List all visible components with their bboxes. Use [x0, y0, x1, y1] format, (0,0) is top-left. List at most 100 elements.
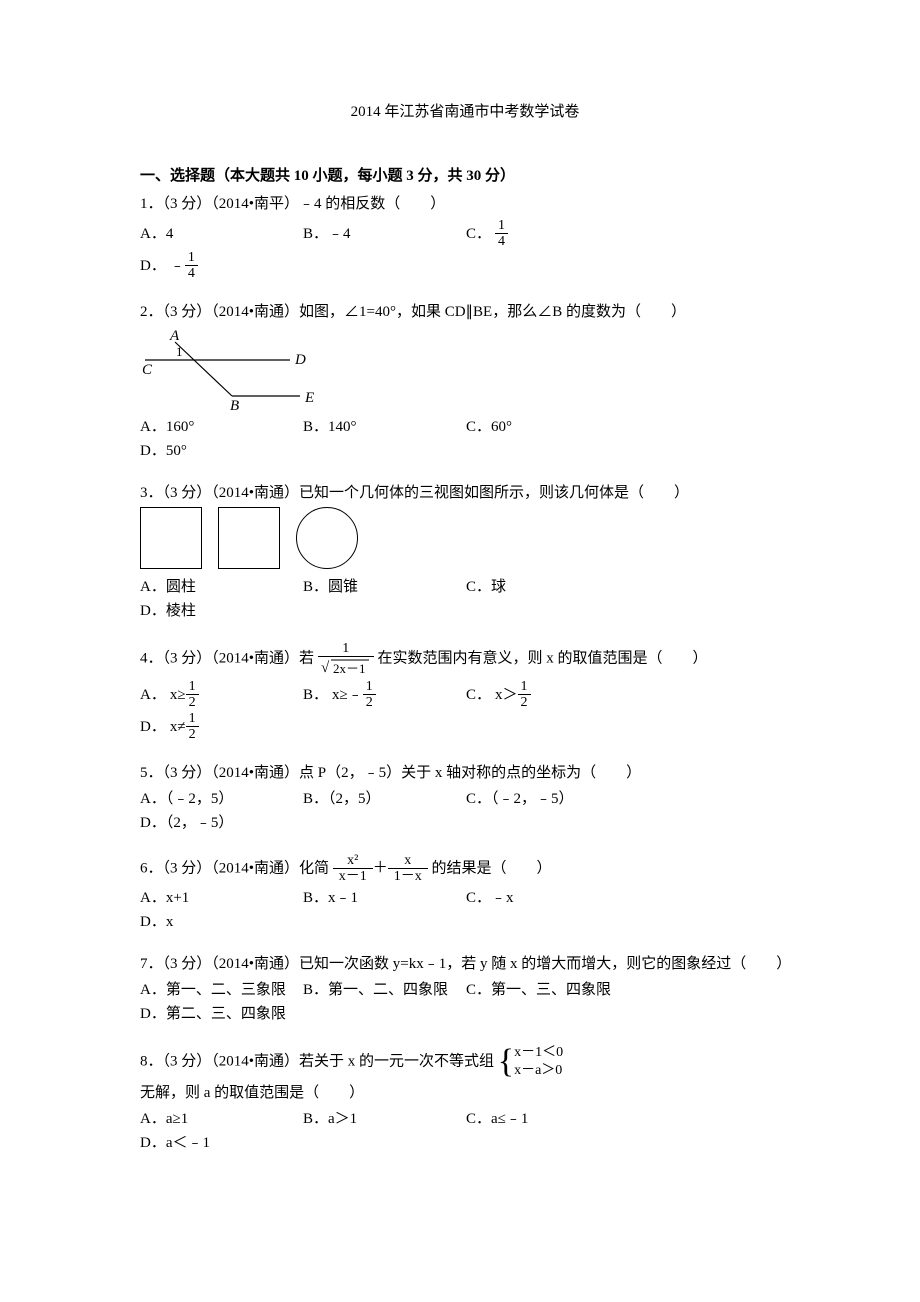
q5-opt-c: C．（﹣2，﹣5）	[466, 787, 629, 811]
question-8: 8．（3 分）（2014•南通）若关于 x 的一元一次不等式组 { x－1＜0 …	[140, 1044, 790, 1154]
q4-expr: 1 √2x－1	[318, 641, 374, 677]
q3-opt-b: B．圆锥	[303, 575, 466, 599]
den: 2	[186, 727, 199, 742]
q3-opt-d: D．棱柱	[140, 599, 303, 623]
q7-stem: 7．（3 分）（2014•南通）已知一次函数 y=kx﹣1，若 y 随 x 的增…	[140, 952, 790, 976]
q4-opt-c: C． x＞ 12	[466, 679, 629, 711]
den: 4	[185, 266, 198, 281]
label: D．	[140, 715, 166, 739]
brace-icon: {	[498, 1047, 514, 1078]
q6-expr: x²x－1 ＋ x1－x	[333, 853, 428, 885]
q4-opt-b: B． x≥﹣ 12	[303, 679, 466, 711]
q7-opt-a: A．第一、二、三象限	[140, 978, 303, 1002]
q4-den: √2x－1	[318, 657, 374, 677]
num: 1	[363, 679, 376, 695]
q4-stem-a: 4．（3 分）（2014•南通）若	[140, 650, 314, 666]
q6-stem-a: 6．（3 分）（2014•南通）化简	[140, 860, 329, 876]
question-2: 2．（3 分）（2014•南通）如图，∠1=40°，如果 CD∥BE，那么∠B …	[140, 300, 790, 463]
question-1: 1．（3 分）（2014•南平）﹣4 的相反数（ ） A．4 B．﹣4 C． 1…	[140, 192, 790, 282]
num: 1	[185, 250, 198, 266]
q1-opt-c: C． 1 4	[466, 218, 629, 250]
question-6: 6．（3 分）（2014•南通）化简 x²x－1 ＋ x1－x 的结果是（ ） …	[140, 853, 790, 935]
sqrt-inner: 2x－1	[333, 661, 366, 676]
q8-opt-b: B．a＞1	[303, 1107, 466, 1131]
q2-opt-a: A．160°	[140, 415, 303, 439]
label: A．	[140, 683, 166, 707]
q7-opt-c: C．第一、三、四象限	[466, 978, 629, 1002]
q6-opt-d: D．x	[140, 910, 303, 934]
top-view-icon	[296, 507, 358, 569]
den: 1－x	[388, 869, 428, 884]
svg-text:E: E	[304, 390, 314, 406]
q3-stem: 3．（3 分）（2014•南通）已知一个几何体的三视图如图所示，则该几何体是（ …	[140, 481, 790, 505]
question-3: 3．（3 分）（2014•南通）已知一个几何体的三视图如图所示，则该几何体是（ …	[140, 481, 790, 623]
q4-opt-a: A． x≥ 12	[140, 679, 303, 711]
q1-d-label: D．	[140, 254, 166, 278]
num: x	[388, 853, 428, 869]
q2-opt-d: D．50°	[140, 439, 303, 463]
question-4: 4．（3 分）（2014•南通）若 1 √2x－1 在实数范围内有意义，则 x …	[140, 641, 790, 743]
den: 4	[495, 234, 508, 249]
prefix: x≠	[170, 715, 186, 739]
q5-opt-a: A．（﹣2，5）	[140, 787, 303, 811]
q3-opt-a: A．圆柱	[140, 575, 303, 599]
q4-opt-d: D． x≠ 12	[140, 711, 303, 743]
den: 2	[518, 695, 531, 710]
num: 1	[495, 218, 508, 234]
q1-stem: 1．（3 分）（2014•南平）﹣4 的相反数（ ）	[140, 192, 790, 216]
svg-text:B: B	[230, 398, 239, 411]
question-7: 7．（3 分）（2014•南通）已知一次函数 y=kx﹣1，若 y 随 x 的增…	[140, 952, 790, 1026]
frac-1-4-neg: 1 4	[185, 250, 198, 282]
q4-num: 1	[318, 641, 374, 657]
q8-stem: 8．（3 分）（2014•南通）若关于 x 的一元一次不等式组 { x－1＜0 …	[140, 1044, 790, 1104]
num: 1	[186, 711, 199, 727]
q1-opt-d: D． ﹣ 1 4	[140, 250, 303, 282]
svg-text:√: √	[321, 660, 330, 676]
label: B．	[303, 683, 328, 707]
exam-title: 2014 年江苏省南通市中考数学试卷	[140, 100, 790, 124]
prefix: x＞	[495, 683, 518, 707]
q8-stem-b: 无解，则 a 的取值范围是（ ）	[140, 1085, 364, 1101]
question-5: 5．（3 分）（2014•南通）点 P（2，﹣5）关于 x 轴对称的点的坐标为（…	[140, 761, 790, 835]
q2-opt-b: B．140°	[303, 415, 466, 439]
q6-stem: 6．（3 分）（2014•南通）化简 x²x－1 ＋ x1－x 的结果是（ ）	[140, 853, 790, 885]
q6-opt-a: A．x+1	[140, 886, 303, 910]
den: 2	[363, 695, 376, 710]
q8-opt-d: D．a＜﹣1	[140, 1131, 303, 1155]
q4-stem-b: 在实数范围内有意义，则 x 的取值范围是（ ）	[378, 650, 708, 666]
svg-text:A: A	[169, 328, 180, 344]
sys-row-1: x－1＜0	[514, 1044, 563, 1062]
q2-stem: 2．（3 分）（2014•南通）如图，∠1=40°，如果 CD∥BE，那么∠B …	[140, 300, 790, 324]
q2-diagram: A D C 1 B E	[140, 326, 790, 411]
neg-sign: ﹣	[170, 254, 185, 278]
q8-system: { x－1＜0 x－a＞0	[498, 1044, 563, 1080]
label: C．	[466, 683, 491, 707]
q6-stem-b: 的结果是（ ）	[432, 860, 552, 876]
q7-opt-d: D．第二、三、四象限	[140, 1002, 303, 1026]
prefix: x≥	[170, 683, 186, 707]
q5-opt-b: B．（2，5）	[303, 787, 466, 811]
q8-opt-c: C．a≤﹣1	[466, 1107, 629, 1131]
side-view-icon	[218, 507, 280, 569]
num: 1	[518, 679, 531, 695]
svg-text:1: 1	[176, 344, 183, 359]
q1-opt-a: A．4	[140, 218, 303, 250]
q5-stem: 5．（3 分）（2014•南通）点 P（2，﹣5）关于 x 轴对称的点的坐标为（…	[140, 761, 790, 785]
q7-opt-b: B．第一、二、四象限	[303, 978, 466, 1002]
q8-opt-a: A．a≥1	[140, 1107, 303, 1131]
q2-opt-c: C．60°	[466, 415, 629, 439]
den: 2	[186, 695, 199, 710]
svg-text:C: C	[142, 362, 153, 378]
q5-opt-d: D．（2，﹣5）	[140, 811, 303, 835]
q3-views	[140, 507, 790, 569]
frac-1-4: 1 4	[495, 218, 508, 250]
front-view-icon	[140, 507, 202, 569]
q8-stem-a: 8．（3 分）（2014•南通）若关于 x 的一元一次不等式组	[140, 1054, 494, 1070]
num: 1	[186, 679, 199, 695]
q1-c-label: C．	[466, 222, 491, 246]
q3-opt-c: C．球	[466, 575, 629, 599]
plus-sign: ＋	[373, 856, 388, 880]
q4-stem: 4．（3 分）（2014•南通）若 1 √2x－1 在实数范围内有意义，则 x …	[140, 641, 790, 677]
num: x²	[333, 853, 373, 869]
den: x－1	[333, 869, 373, 884]
